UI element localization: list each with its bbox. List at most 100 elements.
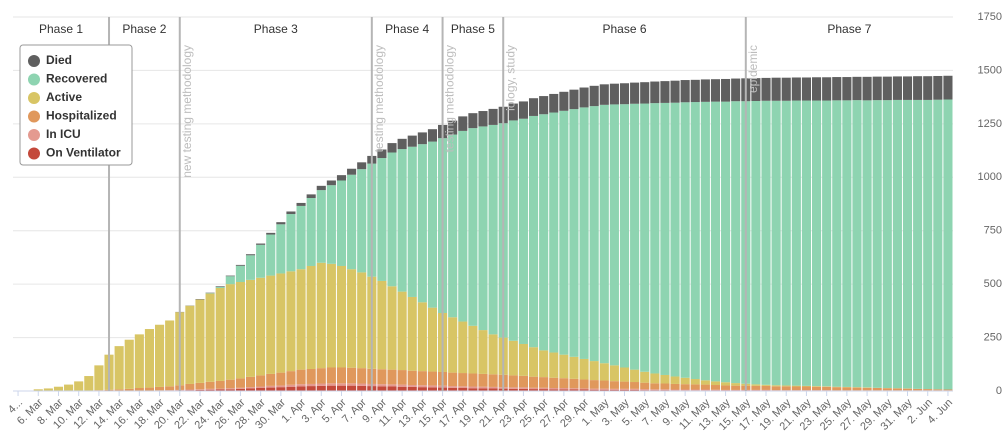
bar-segment	[640, 82, 650, 104]
bar-segment	[266, 387, 276, 391]
bar-segment	[630, 82, 640, 104]
bar-segment	[640, 389, 650, 391]
bar-segment	[357, 385, 367, 391]
bar-segment	[357, 162, 367, 170]
bar-segment	[458, 388, 468, 391]
bar-segment	[822, 77, 832, 101]
bar-segment	[731, 385, 741, 390]
bar-segment	[296, 384, 306, 387]
bar-segment	[336, 175, 347, 181]
bar-segment	[508, 375, 518, 388]
bar-segment	[488, 374, 498, 387]
bar-segment	[407, 296, 417, 371]
bar-segment	[882, 76, 892, 101]
bar-segment	[266, 234, 276, 276]
bar-segment	[195, 382, 205, 390]
bar-segment	[630, 382, 640, 389]
bar-segment	[468, 373, 478, 387]
bar-segment	[549, 93, 559, 113]
bar-segment	[407, 135, 417, 147]
bar-segment	[528, 389, 539, 391]
bar-segment	[650, 389, 660, 391]
bar-segment	[256, 386, 266, 389]
phase-label-bg	[35, 21, 87, 38]
bar-segment	[468, 386, 478, 389]
bar-segment	[478, 111, 488, 127]
bar-segment	[528, 115, 539, 348]
bar-segment	[114, 346, 124, 390]
phase-label-bg	[119, 21, 170, 38]
bar-segment	[539, 389, 549, 391]
bar-segment	[448, 134, 458, 318]
bar-segment	[781, 100, 791, 386]
phase-label: Phase 1	[39, 22, 83, 36]
bar-segment	[215, 380, 225, 389]
bar-segment	[710, 389, 721, 391]
bar-segment	[347, 385, 357, 391]
bar-segment	[892, 388, 902, 391]
bar-segment	[539, 96, 549, 115]
bar-segment	[377, 158, 387, 281]
legend-label: Hospitalized	[46, 109, 117, 123]
bar-segment	[225, 276, 235, 285]
bar-segment	[235, 264, 245, 266]
bar-segment	[811, 386, 822, 387]
bar-segment	[427, 307, 438, 372]
bar-segment	[781, 386, 791, 391]
bar-segment	[64, 384, 74, 391]
bar-segment	[347, 168, 357, 175]
bar-segment	[296, 386, 306, 391]
bar-segment	[286, 371, 296, 385]
bar-segment	[518, 343, 528, 376]
bar-segment	[458, 321, 468, 374]
bar-segment	[427, 387, 438, 391]
bar-segment	[397, 149, 407, 292]
bar-segment	[185, 305, 195, 384]
bar-segment	[771, 390, 781, 391]
bar-segment	[448, 386, 458, 388]
bar-segment	[225, 284, 235, 380]
bar-segment	[235, 282, 245, 379]
bar-segment	[94, 365, 104, 391]
bar-segment	[933, 75, 943, 100]
bar-segment	[316, 368, 326, 384]
bar-segment	[245, 254, 256, 256]
bar-segment	[579, 388, 589, 390]
bar-segment	[842, 100, 852, 387]
bar-segment	[943, 389, 953, 391]
bar-segment	[710, 385, 721, 390]
bar-segment	[619, 388, 630, 390]
bar-segment	[508, 103, 518, 121]
bar-segment	[276, 224, 286, 274]
bar-segment	[245, 387, 256, 389]
bar-segment	[660, 389, 670, 391]
legend-label: Recovered	[46, 72, 107, 86]
bar-segment	[822, 100, 832, 387]
bar-segment	[569, 378, 579, 389]
bar-segment	[731, 383, 741, 386]
bar-segment	[751, 389, 761, 391]
bar-segment	[913, 76, 923, 100]
bar-segment	[569, 389, 579, 391]
bar-segment	[458, 386, 468, 389]
bar-segment	[842, 77, 852, 101]
bar-segment	[306, 265, 316, 369]
bar-segment	[589, 380, 599, 389]
bar-segment	[710, 79, 721, 102]
legend-marker	[28, 55, 40, 67]
bar-segment	[266, 275, 276, 374]
bar-segment	[508, 388, 518, 391]
bar-segment	[427, 385, 438, 388]
bar-segment	[650, 373, 660, 384]
bar-segment	[690, 79, 700, 103]
bar-segment	[245, 255, 256, 280]
phase-label-bg	[382, 21, 433, 38]
bar-segment	[832, 77, 842, 101]
bar-segment	[700, 79, 710, 102]
bar-segment	[276, 222, 286, 225]
bar-segment	[579, 358, 589, 380]
bar-segment	[609, 104, 619, 366]
bar-segment	[579, 379, 589, 389]
bar-segment	[670, 102, 680, 377]
bar-segment	[276, 372, 286, 386]
